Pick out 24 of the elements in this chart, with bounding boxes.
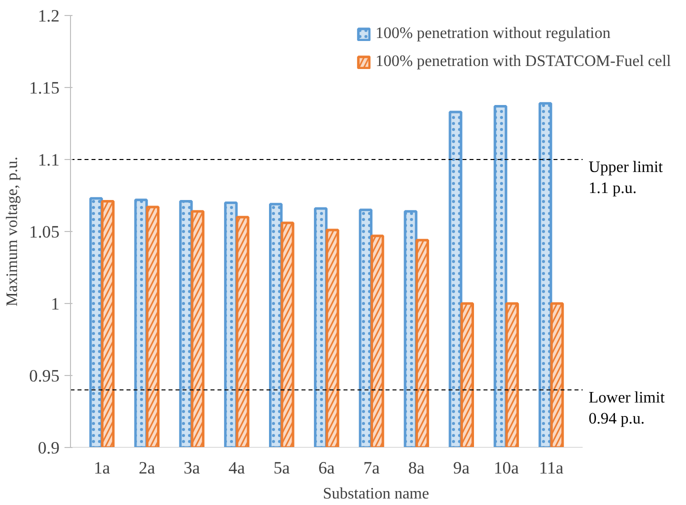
y-tick-label: 1.2 (38, 6, 60, 26)
x-tick-label: 1a (94, 458, 110, 478)
x-tick-label: 8a (408, 458, 425, 478)
x-tick-label: 4a (228, 458, 246, 478)
y-tick-label: 0.95 (29, 366, 60, 386)
x-tick-label: 6a (318, 458, 336, 478)
x-tick-label: 11a (539, 458, 564, 478)
ref-line-label: Upper limit 1.1 p.u. (588, 159, 664, 197)
legend-label: 100% penetration without regulation (375, 25, 610, 43)
x-tick-label: 10a (494, 458, 520, 478)
legend-label: 100% penetration with DSTATCOM-Fuel cell (375, 53, 671, 71)
y-tick-label: 1.1 (38, 150, 60, 170)
y-tick-label: 1.05 (29, 222, 60, 242)
x-tick-label: 3a (184, 458, 200, 478)
x-tick-label: 2a (138, 458, 156, 478)
ref-line-label: Lower limit 0.94 p.u. (588, 389, 666, 428)
y-tick-label: 1.15 (29, 78, 60, 98)
y-axis-title: Maximum voltage, p.u. (4, 156, 22, 306)
y-tick-label: 1 (50, 294, 60, 314)
x-tick-label: 9a (453, 458, 470, 478)
x-tick-label: 5a (273, 458, 290, 478)
y-tick-label: 0.9 (38, 438, 60, 458)
x-axis-title: Substation name (322, 486, 430, 502)
x-tick-label: 7a (363, 458, 380, 478)
